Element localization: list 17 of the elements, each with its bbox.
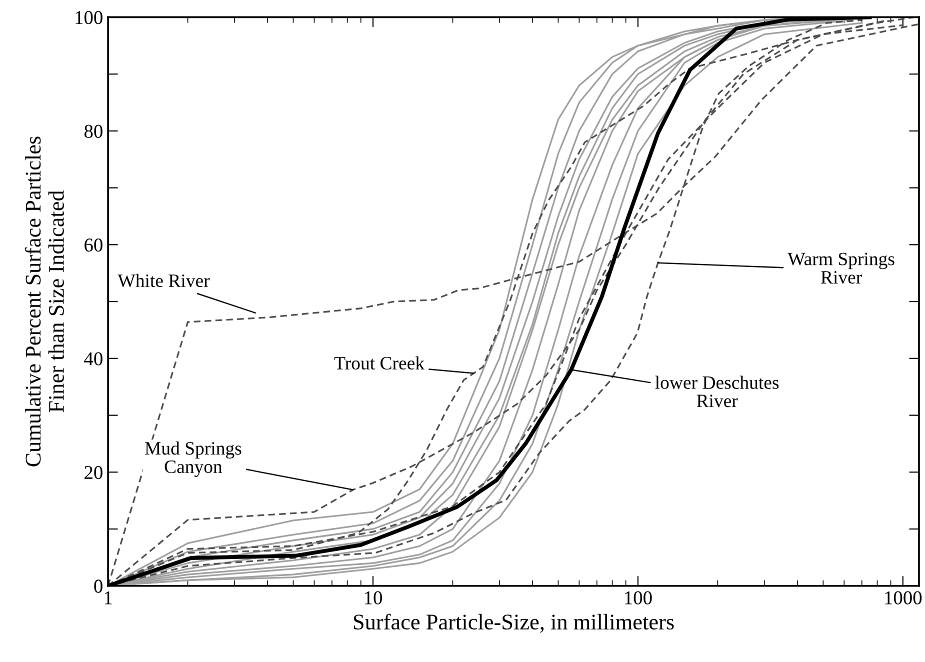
annotation: White River xyxy=(118,274,210,288)
y-tick-label: 100 xyxy=(76,11,102,24)
annotation: Mud Springs Canyon xyxy=(145,442,242,477)
x-tick-label: 100 xyxy=(625,591,652,604)
y-tick-label: 80 xyxy=(84,124,102,138)
x-axis-title: Surface Particle-Size, in millimeters xyxy=(354,614,674,633)
y-tick-label: 0 xyxy=(94,580,102,593)
annotation: lower Deschutes River xyxy=(655,376,779,408)
annotation: Warm Springs River xyxy=(788,252,894,284)
y-axis-title: Cumulative Percent Surface Particles Finer than Size Indicated xyxy=(24,136,64,466)
annotation: Trout Creek xyxy=(334,356,425,370)
y-tick-label: 20 xyxy=(84,466,102,480)
y-tick-label: 60 xyxy=(84,238,102,252)
y-tick-label: 40 xyxy=(84,352,102,366)
x-tick-label: 1000 xyxy=(885,591,922,604)
x-tick-label: 1 xyxy=(104,591,112,604)
x-tick-label: 10 xyxy=(364,591,382,604)
